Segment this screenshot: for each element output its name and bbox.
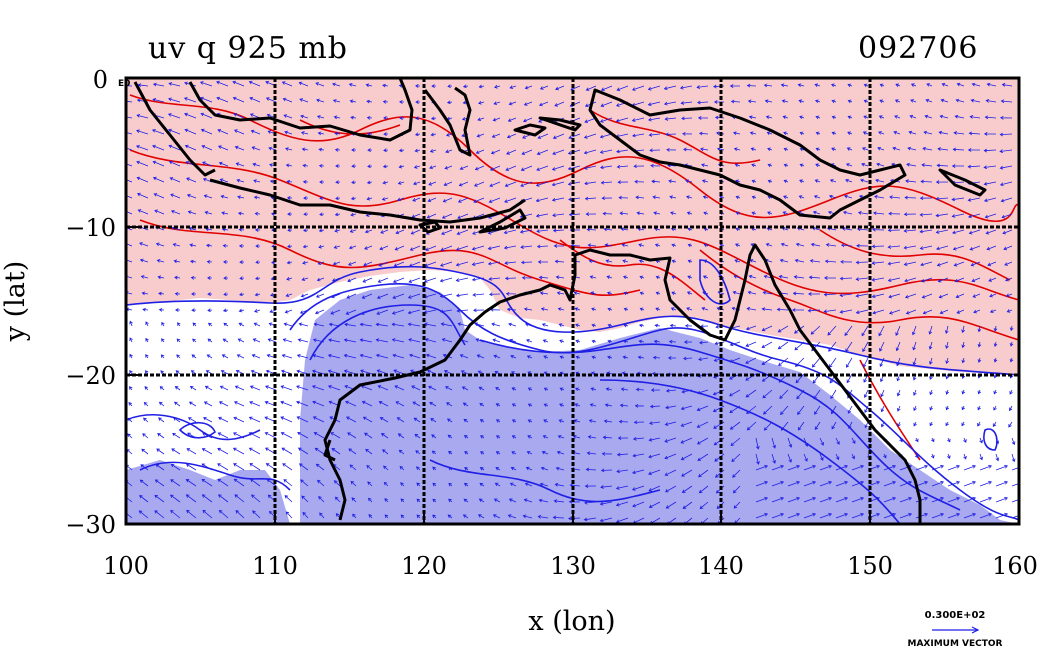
title-left: uv q 925 mb (148, 31, 348, 66)
y-tick-label: −20 (65, 362, 116, 390)
vector-key: 0.300E+02 MAXIMUM VECTOR (907, 610, 1002, 649)
y-tick-label: 0 (93, 66, 108, 94)
grid-lines (126, 78, 1019, 524)
wind-vector-field (126, 80, 1019, 524)
x-tick-label: 100 (103, 552, 149, 580)
wind-vectors (126, 80, 1019, 524)
coastlines (133, 78, 987, 524)
negative-region-west (126, 460, 290, 524)
x-axis-label: x (lon) (528, 606, 615, 637)
x-tick-label: 110 (252, 552, 298, 580)
y-tick-label: −30 (65, 511, 116, 539)
y-tick-labels: 0 −10 −20 −30 (65, 66, 116, 539)
negative-region (300, 285, 1019, 524)
x-tick-label: 130 (550, 552, 596, 580)
vector-key-label: MAXIMUM VECTOR (907, 639, 1002, 649)
x-tick-label: 120 (401, 552, 447, 580)
axis-ticks (126, 226, 871, 524)
title-right: 092706 (858, 31, 979, 66)
x-tick-label: 150 (847, 552, 893, 580)
y-tick-label: −10 (65, 214, 116, 242)
corner-label: E0 (118, 79, 130, 89)
negative-contours (126, 259, 1019, 524)
y-axis-label: y (lat) (0, 261, 31, 343)
plot-area (126, 78, 1019, 524)
vector-key-value: 0.300E+02 (925, 610, 986, 621)
x-tick-labels: 100 110 120 130 140 150 160 (103, 552, 1038, 580)
x-tick-label: 160 (992, 552, 1038, 580)
x-tick-label: 140 (698, 552, 744, 580)
